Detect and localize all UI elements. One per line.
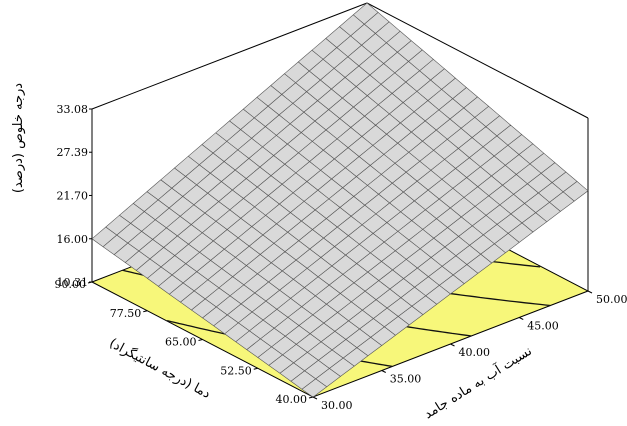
frame-edge-top-left — [91, 2, 368, 110]
x-tick-mark — [253, 367, 258, 370]
y-tick-mark — [312, 396, 318, 400]
x-tick-label: 90.00 — [55, 278, 87, 291]
z-tick-label: 33.08 — [57, 103, 89, 116]
tick-labels: 10.31 16.00 21.70 27.39 33.08 40.00 52.50 65.00… — [55, 103, 627, 412]
surface-cell — [352, 2, 379, 25]
x-tick-mark — [87, 281, 93, 284]
x-axis-title: دما (درجه سانتیگراد) — [107, 335, 214, 402]
x-tick-label: 77.50 — [110, 307, 142, 320]
z-axis-title: درجه خلوص (درصد) — [11, 83, 26, 193]
y-tick-label: 45.00 — [527, 320, 559, 333]
y-tick-label: 40.00 — [459, 346, 491, 359]
y-tick-mark — [381, 370, 386, 373]
y-tick-mark — [587, 290, 593, 294]
y-tick-label: 50.00 — [596, 293, 627, 306]
y-tick-mark — [519, 317, 524, 320]
z-tick-label: 16.00 — [57, 233, 89, 246]
x-tick-mark — [308, 396, 314, 399]
z-tick-label: 21.70 — [57, 189, 89, 202]
x-tick-label: 40.00 — [276, 393, 308, 406]
x-tick-label: 65.00 — [165, 336, 197, 349]
frame-edge-top-right — [366, 2, 589, 119]
z-tick-label: 27.39 — [57, 146, 89, 159]
response-surface — [91, 2, 589, 398]
y-tick-label: 30.00 — [321, 399, 353, 412]
z-tick-label: 10.31 — [57, 276, 89, 289]
y-tick-label: 35.00 — [390, 373, 422, 386]
y-tick-mark — [450, 343, 455, 347]
x-tick-mark — [198, 339, 203, 341]
x-tick-label: 52.50 — [220, 364, 252, 377]
x-tick-mark — [143, 310, 148, 313]
